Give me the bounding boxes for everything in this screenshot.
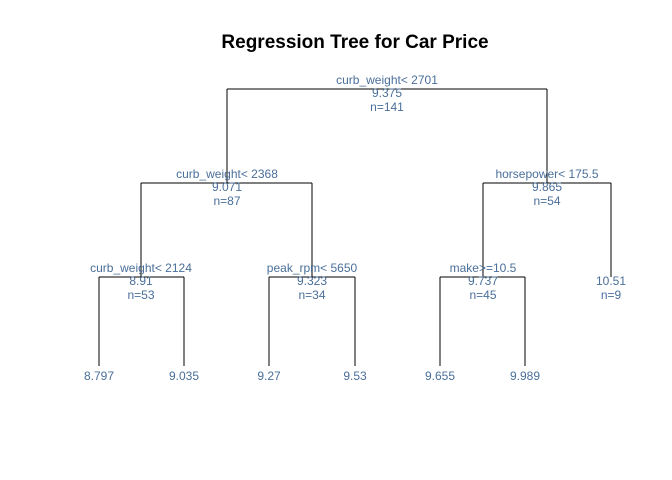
leaf-count: n=9 [601,288,622,302]
leaf-value: 9.27 [257,369,281,383]
split-rule: curb_weight< 2701 [336,73,438,87]
diagram-title: Regression Tree for Car Price [221,32,488,53]
split-rule: horsepower< 175.5 [495,167,598,181]
split-rule: make>=10.5 [450,261,517,275]
tree-edges [98,88,612,366]
node-mean: 9.323 [297,274,327,288]
leaf-value: 10.51 [596,274,626,288]
node-count: n=87 [213,194,240,208]
node-mean: 8.91 [129,274,153,288]
leaf-value: 9.53 [343,369,367,383]
node-mean: 9.375 [372,86,402,100]
leaf-value: 9.989 [510,369,540,383]
node-mean: 9.071 [212,180,242,194]
node-count: n=54 [533,194,560,208]
leaf-value: 9.655 [425,369,455,383]
leaf-value: 9.035 [169,369,199,383]
leaf-value: 8.797 [84,369,114,383]
node-count: n=53 [127,288,154,302]
node-mean: 9.737 [468,274,498,288]
split-rule: curb_weight< 2368 [176,167,278,181]
node-count: n=45 [469,288,496,302]
split-rule: peak_rpm< 5650 [267,261,358,275]
split-rule: curb_weight< 2124 [90,261,192,275]
node-count: n=34 [298,288,325,302]
node-mean: 9.865 [532,180,562,194]
node-count: n=141 [370,100,404,114]
